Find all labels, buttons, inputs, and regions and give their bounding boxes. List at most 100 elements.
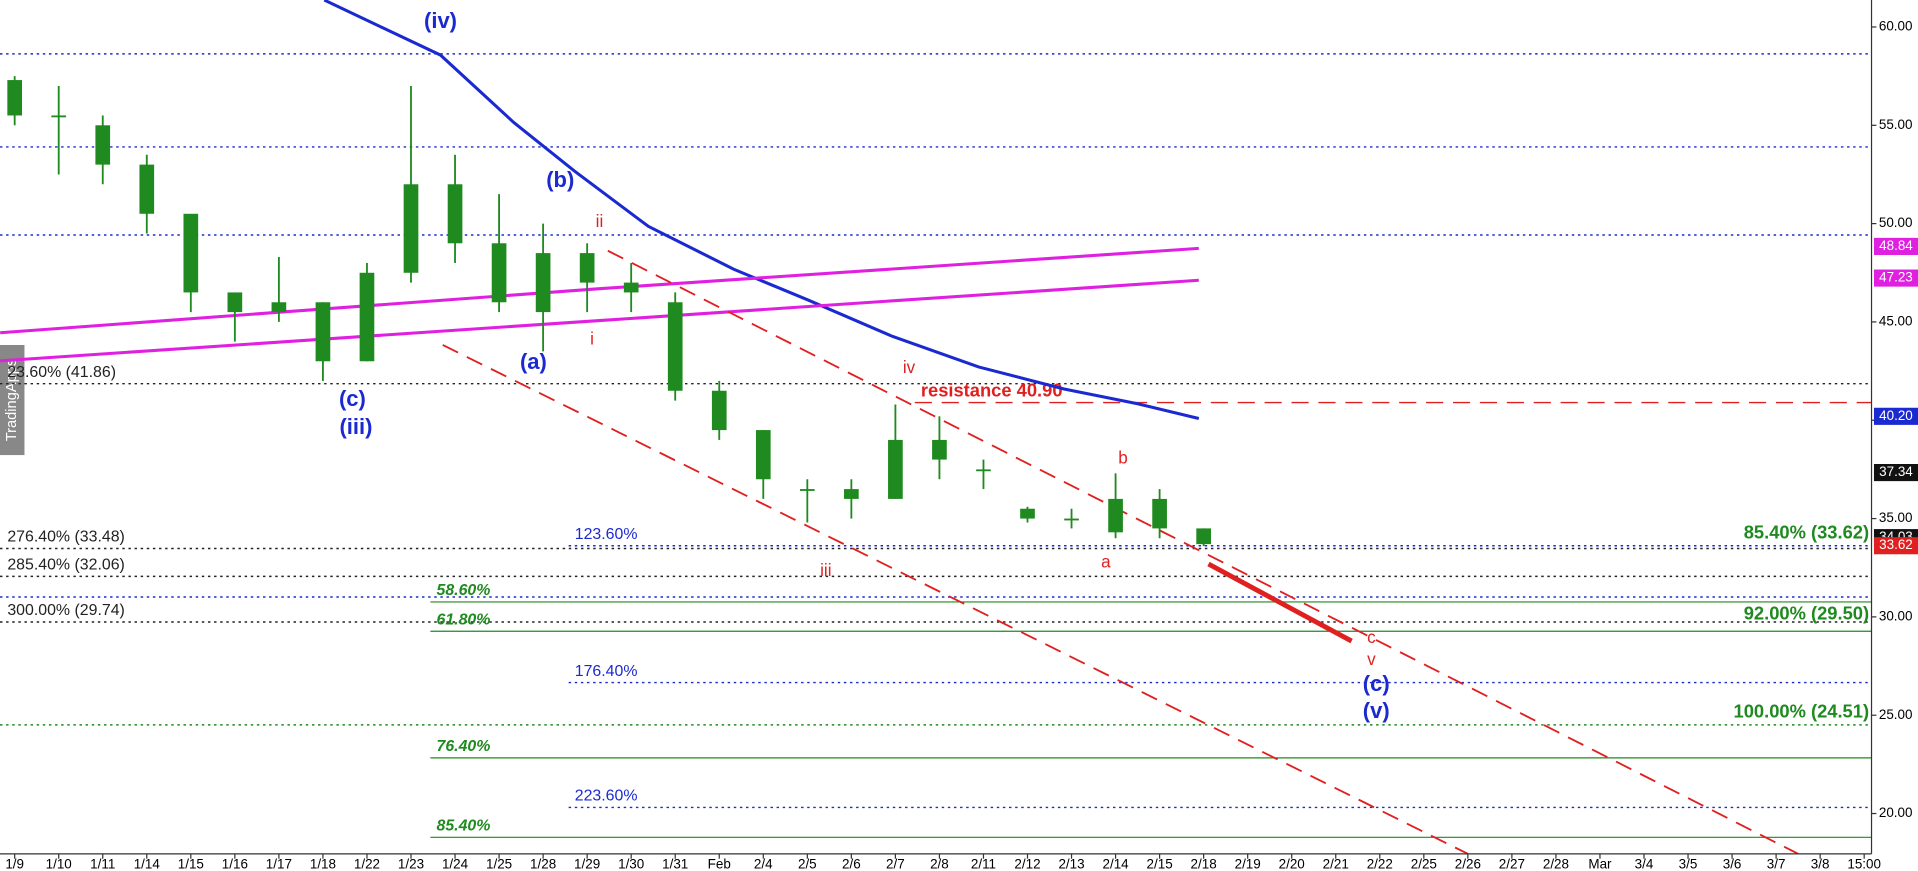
x-tick-label: 1/28 (530, 856, 556, 871)
x-tick-label: 2/13 (1058, 856, 1084, 871)
y-tick-label: 25.00 (1879, 707, 1913, 722)
level-label: 100.00% (24.51) (1734, 700, 1870, 721)
x-tick-label: 1/30 (618, 856, 644, 871)
level-label: 85.40% (436, 818, 490, 835)
x-tick-label: 1/29 (574, 856, 600, 871)
x-tick-label: 2/7 (886, 856, 905, 871)
candle-body (1152, 498, 1167, 529)
overlay-line (607, 249, 1799, 855)
x-tick-label: 2/18 (1191, 856, 1217, 871)
wave-label: c (1367, 628, 1376, 647)
y-tick-label: 20.00 (1879, 805, 1913, 820)
candle-body (359, 272, 375, 362)
y-tick-label: 50.00 (1879, 215, 1913, 230)
x-tick-label: 3/7 (1767, 856, 1786, 871)
x-tick-label: 1/25 (486, 856, 512, 871)
candle-body (271, 302, 287, 313)
x-tick-label: 2/27 (1499, 856, 1525, 871)
x-tick-label: 2/19 (1235, 856, 1261, 871)
candle-body (623, 282, 639, 293)
x-tick-label: 2/11 (971, 856, 996, 871)
candle-body (491, 243, 507, 303)
axis-panel (1871, 0, 1918, 871)
candle-body (1064, 518, 1079, 521)
wave-label: (c) (1363, 671, 1390, 696)
y-tick-label: 45.00 (1879, 313, 1913, 328)
x-tick-label: 1/15 (178, 856, 204, 871)
candle-body (403, 184, 419, 273)
candle-body (888, 439, 903, 499)
x-tick-label: 1/24 (442, 856, 469, 871)
x-tick-label: 1/14 (134, 856, 161, 871)
x-tick-label: 2/15 (1147, 856, 1173, 871)
y-tick-label: 35.00 (1879, 510, 1913, 525)
watermark: TradingApps (4, 359, 20, 442)
wave-label: (iii) (339, 414, 372, 439)
price-tag-label: 37.34 (1879, 464, 1913, 479)
candle-body (95, 125, 111, 165)
price-tag (1873, 537, 1918, 555)
price-tag-label: 40.20 (1879, 408, 1913, 423)
candle-body (227, 292, 243, 313)
wave-label: b (1118, 448, 1128, 467)
level-label: 76.40% (436, 738, 490, 755)
watermark-bg (0, 344, 25, 456)
x-tick-label: 2/22 (1367, 856, 1393, 871)
level-label: resistance 40.90 (921, 379, 1063, 400)
x-tick-label: 2/5 (798, 856, 817, 871)
candle-body (976, 469, 991, 472)
x-tick-label: 15:00 (1847, 856, 1881, 871)
overlay-line (442, 344, 1469, 855)
wave-label: (c) (339, 386, 366, 411)
price-tag (1873, 269, 1918, 287)
candle-body (51, 115, 67, 118)
wave-label: (a) (520, 349, 547, 374)
x-tick-label: 2/14 (1102, 856, 1129, 871)
x-tick-label: 1/22 (354, 856, 380, 871)
candle-body (139, 164, 155, 214)
price-tag-label: 33.62 (1879, 537, 1913, 552)
x-tick-label: 1/9 (5, 856, 24, 871)
y-tick-label: 30.00 (1879, 608, 1913, 623)
candle-body (844, 489, 859, 499)
level-label: 85.40% (33.62) (1744, 521, 1869, 542)
price-tag-label: 47.23 (1879, 270, 1913, 285)
candle-body (579, 253, 595, 283)
x-tick-label: 2/6 (842, 856, 861, 871)
wave-label: (v) (1363, 698, 1390, 723)
x-tick-label: 2/21 (1323, 856, 1349, 871)
wave-label: iii (820, 561, 831, 580)
candle-body (932, 439, 947, 460)
level-label: 285.40% (32.06) (7, 557, 125, 574)
level-label: 223.60% (575, 788, 638, 805)
x-tick-label: 2/12 (1014, 856, 1040, 871)
price-tag (1873, 237, 1918, 255)
wave-label: ii (596, 212, 604, 231)
candle-body (315, 302, 331, 362)
x-tick-label: 2/25 (1411, 856, 1437, 871)
x-tick-label: 3/4 (1635, 856, 1654, 871)
candle-body (711, 390, 727, 431)
wave-label: a (1101, 552, 1111, 571)
level-label: 58.60% (436, 582, 490, 599)
level-label: 61.80% (436, 611, 490, 628)
price-tag (1873, 463, 1918, 482)
wave-label: i (590, 330, 594, 349)
overlay-line (1207, 561, 1353, 644)
x-tick-label: 3/8 (1811, 856, 1830, 871)
x-tick-label: 3/6 (1723, 856, 1742, 871)
candle-body (667, 302, 683, 391)
candle-body (447, 184, 463, 244)
x-tick-label: 2/28 (1543, 856, 1569, 871)
level-label: 92.00% (29.50) (1744, 602, 1869, 623)
price-tag (1873, 407, 1918, 425)
candle-body (1108, 498, 1123, 533)
overlay-line (0, 246, 1199, 335)
x-tick-label: Mar (1588, 856, 1612, 871)
x-tick-label: 2/8 (930, 856, 949, 871)
wave-label: (b) (546, 167, 574, 192)
candle-body (755, 430, 771, 480)
x-tick-label: 1/10 (46, 856, 72, 871)
